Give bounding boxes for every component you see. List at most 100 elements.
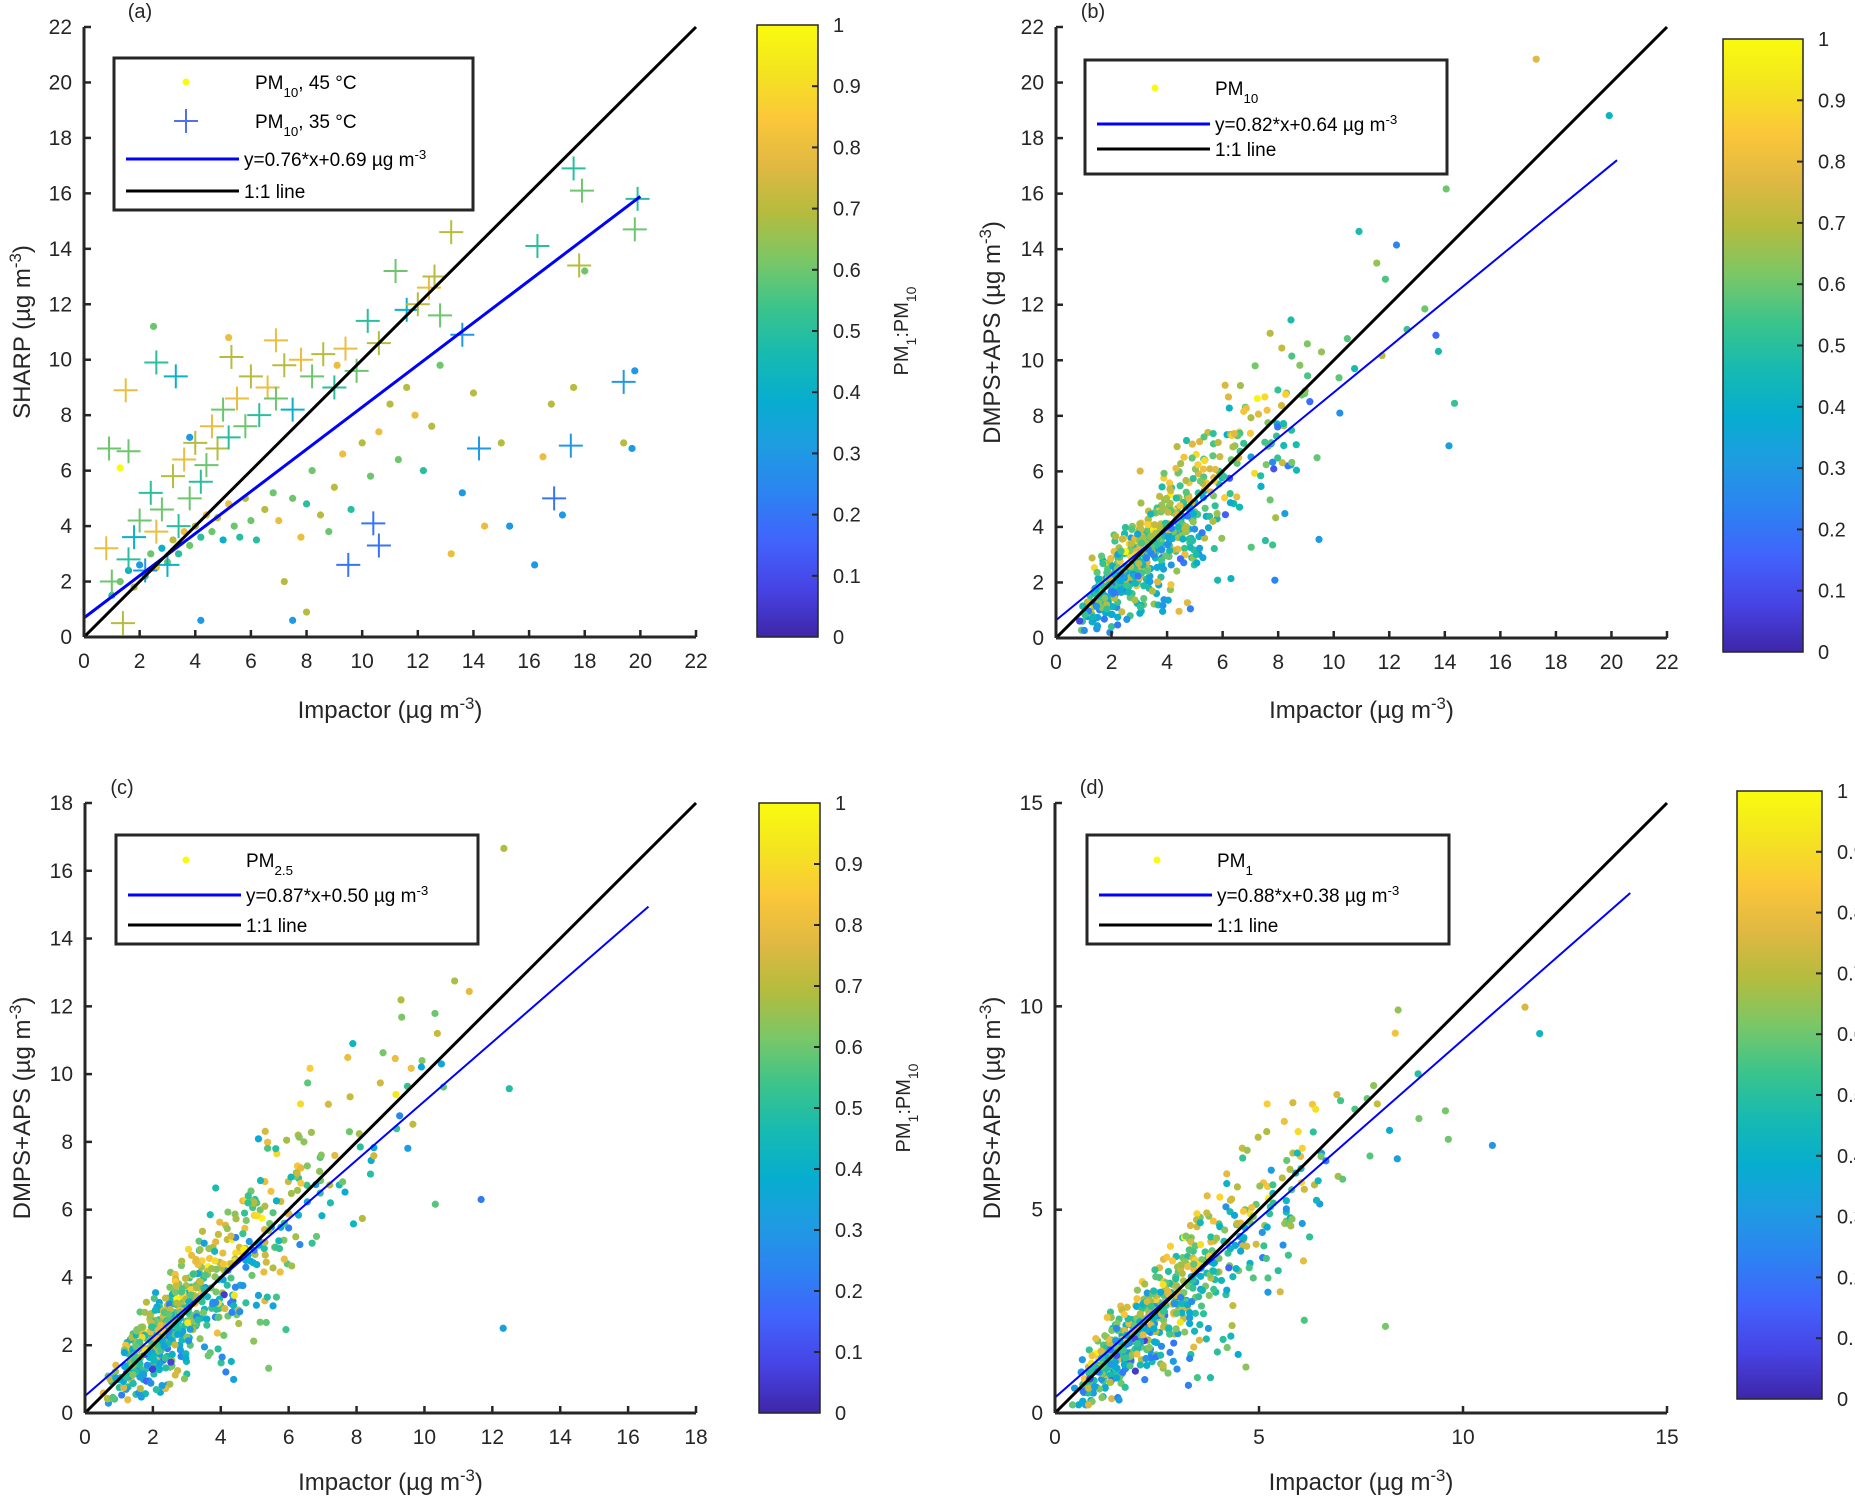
data-point xyxy=(211,1247,219,1255)
data-point xyxy=(1165,546,1174,555)
data-point xyxy=(1225,1264,1233,1272)
data-point xyxy=(1165,479,1174,487)
data-point xyxy=(1312,1105,1320,1113)
data-point xyxy=(196,1246,204,1254)
data-point xyxy=(1184,1381,1193,1389)
data-point xyxy=(1182,523,1190,531)
data-point xyxy=(1226,489,1234,498)
data-point xyxy=(436,361,444,369)
y-axis-title: DMPS+APS (µg m-3) xyxy=(6,997,37,1220)
data-point xyxy=(1179,535,1187,543)
colorbar-tick-label: 0.1 xyxy=(1818,581,1846,603)
data-point xyxy=(242,1263,250,1271)
data-point xyxy=(1167,581,1175,589)
fit-line xyxy=(1054,892,1631,1399)
data-point xyxy=(1101,1332,1109,1340)
colorbar-tick-label: 0.2 xyxy=(835,1281,863,1303)
data-point xyxy=(1280,1117,1288,1126)
data-point xyxy=(244,1192,252,1200)
data-point xyxy=(1263,406,1271,414)
legend: PM10, 45 °C PM10, 35 °C y=0.76*x+0.69 µg m… xyxy=(112,56,475,212)
data-point xyxy=(306,1064,314,1072)
data-point xyxy=(1274,423,1282,431)
data-point xyxy=(1223,1343,1231,1352)
panel-label: (d) xyxy=(1080,777,1104,799)
y-tick-label: 14 xyxy=(49,238,73,261)
panel-label: (a) xyxy=(128,1,152,23)
one-to-one-line xyxy=(1054,25,1669,640)
data-point xyxy=(1110,589,1118,597)
data-point xyxy=(227,1274,235,1282)
legend-label: y=0.87*x+0.50 µg m-3 xyxy=(246,883,428,908)
data-point xyxy=(252,1301,261,1309)
data-point-plus xyxy=(144,350,169,375)
data-point xyxy=(212,1298,220,1307)
data-point xyxy=(240,1209,249,1217)
data-point xyxy=(254,1135,263,1143)
data-point xyxy=(1147,1302,1155,1311)
colorbar-tick-label: 0 xyxy=(1837,1389,1848,1411)
legend: PM2.5 y=0.87*x+0.50 µg m-3 1:1 line xyxy=(114,833,480,946)
data-point xyxy=(1172,1325,1180,1333)
data-point-plus xyxy=(97,436,122,461)
data-point xyxy=(358,439,366,447)
data-point xyxy=(1172,1309,1181,1317)
data-point xyxy=(1088,554,1096,562)
data-point xyxy=(174,1330,182,1338)
data-point xyxy=(418,1056,426,1065)
data-point xyxy=(1266,1203,1275,1211)
data-point-plus xyxy=(394,297,419,322)
data-point xyxy=(220,1331,228,1339)
y-tick-label: 0 xyxy=(1032,627,1044,650)
colorbar-tick-label: 0.1 xyxy=(835,1342,863,1364)
data-point xyxy=(1229,443,1237,451)
data-point xyxy=(193,1284,201,1292)
data-point xyxy=(1370,1082,1378,1090)
data-point xyxy=(160,1342,168,1350)
data-point xyxy=(1133,1350,1141,1358)
data-point xyxy=(1521,1003,1529,1011)
colorbar-tick-label: 0.4 xyxy=(835,1159,863,1181)
data-point xyxy=(184,1245,193,1253)
data-point xyxy=(263,1293,271,1301)
data-point xyxy=(1177,459,1185,468)
data-point xyxy=(1250,469,1259,477)
data-point xyxy=(1190,1260,1198,1268)
data-point xyxy=(1210,544,1218,553)
data-point xyxy=(1215,1254,1223,1263)
data-point xyxy=(1219,1335,1227,1343)
x-axis-title: Impactor (µg m-3) xyxy=(298,694,483,725)
y-tick-label: 2 xyxy=(1032,571,1044,594)
colorbar-tick-label: 0.3 xyxy=(1818,458,1846,480)
data-point xyxy=(1432,331,1440,339)
data-point xyxy=(1180,453,1188,461)
colorbar-tick-label: 0.1 xyxy=(1837,1328,1855,1350)
data-point xyxy=(275,516,283,525)
data-point xyxy=(1121,523,1130,532)
data-point xyxy=(1270,465,1278,473)
data-point-plus xyxy=(194,453,219,478)
data-point xyxy=(1225,404,1233,412)
data-point xyxy=(1165,1324,1173,1332)
data-point xyxy=(181,1274,190,1283)
x-tick-label: 5 xyxy=(1253,1426,1265,1449)
data-point xyxy=(308,1239,316,1247)
data-point xyxy=(287,1173,295,1181)
data-point xyxy=(1193,559,1201,567)
data-point xyxy=(1090,1382,1099,1391)
data-point xyxy=(1188,454,1196,462)
data-point xyxy=(1292,466,1301,474)
colorbar-tick-label: 0.3 xyxy=(1837,1207,1855,1229)
data-point xyxy=(285,1224,293,1232)
data-point xyxy=(1269,458,1277,466)
colorbar-tick-label: 0.2 xyxy=(1837,1267,1855,1289)
data-point-plus xyxy=(263,328,288,353)
data-point xyxy=(1183,599,1191,607)
data-point-plus xyxy=(622,217,647,242)
data-point xyxy=(122,1373,131,1382)
data-point xyxy=(1172,494,1180,502)
data-point xyxy=(1155,492,1164,500)
data-point xyxy=(218,1353,226,1361)
y-tick-label: 20 xyxy=(49,71,72,94)
data-point xyxy=(1188,1297,1196,1306)
